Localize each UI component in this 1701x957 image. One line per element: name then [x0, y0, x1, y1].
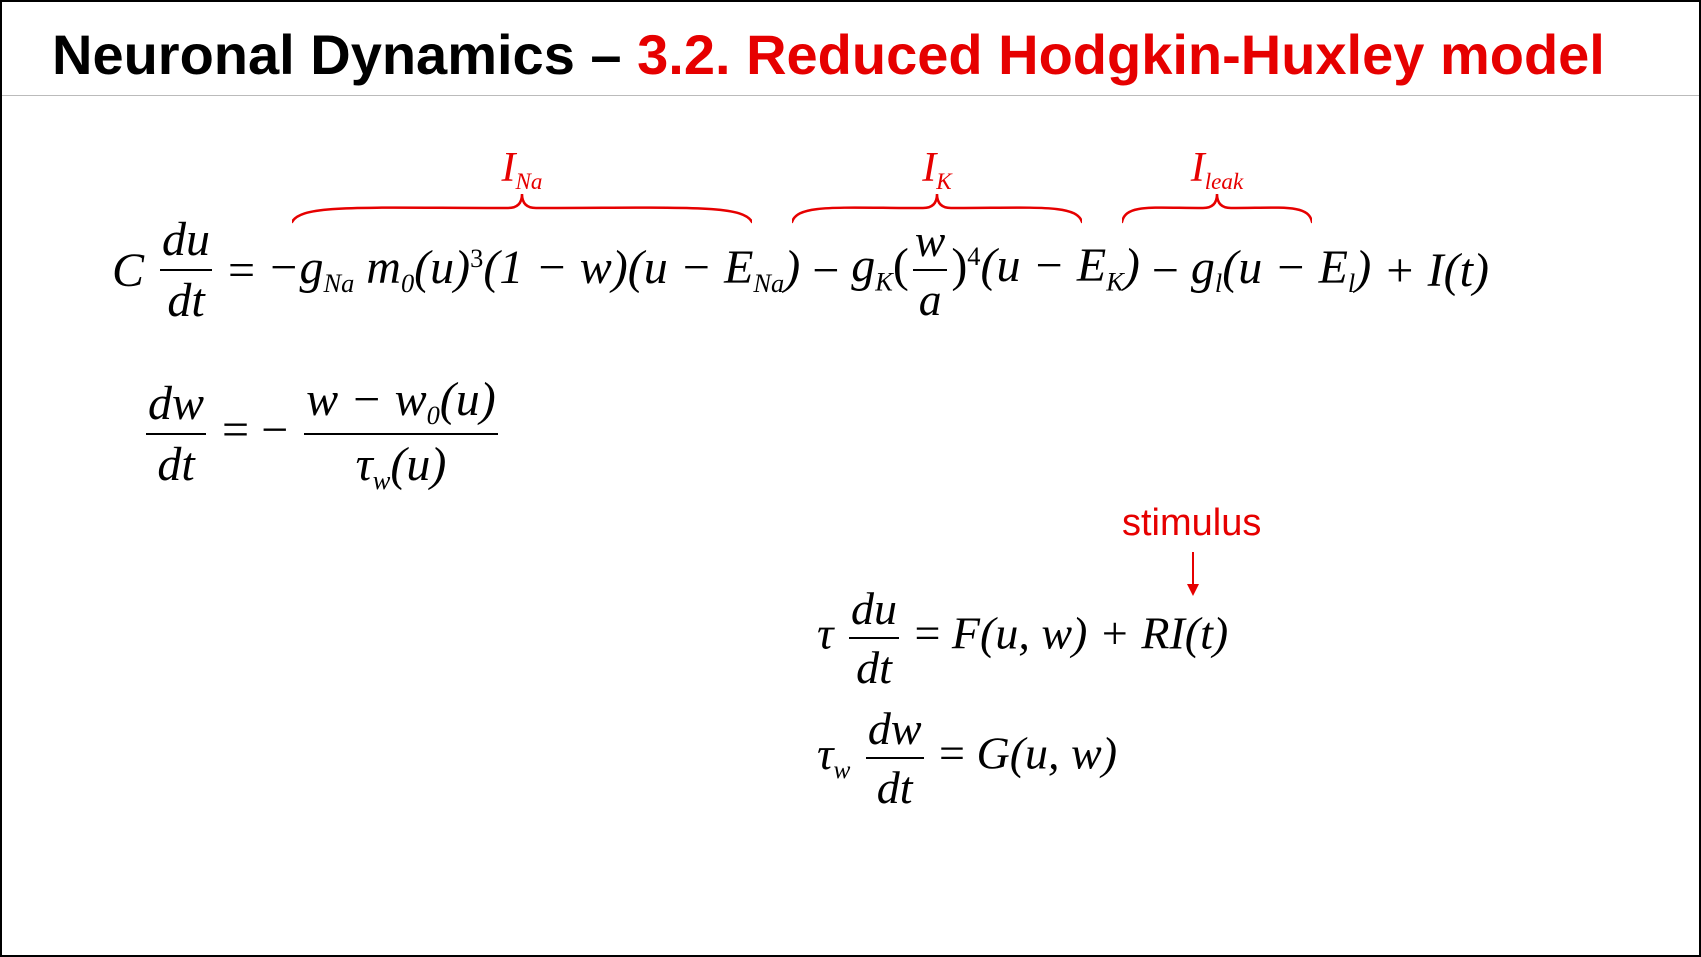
brace-k-label: IK [792, 144, 1082, 195]
eq1-term-k: gK(wa)4(u − EK) [851, 214, 1140, 326]
equation-3: τ du dt = F(u, w) + RI(t) [817, 582, 1228, 694]
title-bar: Neuronal Dynamics – 3.2. Reduced Hodgkin… [2, 22, 1699, 96]
eq1-equals: = [228, 243, 255, 298]
eq1-minus-1: − [812, 243, 839, 298]
eq1-plus-I: + I(t) [1383, 243, 1489, 298]
eq3-tau: τ [817, 608, 833, 659]
eq4-tau: τw [817, 728, 862, 779]
eq3-rhs: F(u, w) + RI(t) [952, 608, 1228, 659]
stimulus-label: stimulus [1122, 502, 1261, 545]
eq1-term-na: −gNa m0(u)3(1 − w)(u − ENa) [267, 240, 800, 299]
eq4-rhs: G(u, w) [976, 728, 1117, 779]
eq2-equals: = − [222, 403, 288, 456]
eq4-equals: = [939, 728, 976, 779]
eq1-C: C [112, 243, 144, 298]
eq2-rhs-frac: w − w0(u) τw(u) [304, 372, 498, 496]
slide: Neuronal Dynamics – 3.2. Reduced Hodgkin… [0, 0, 1701, 957]
brace-leak-label: Ileak [1122, 144, 1312, 195]
equation-4: τw dw dt = G(u, w) [817, 702, 1117, 814]
brace-na-label: INa [292, 144, 752, 195]
eq1-dudt: du dt [160, 212, 212, 328]
eq3-dudt: du dt [849, 582, 899, 694]
eq1-term-leak: gl(u − El) [1191, 240, 1371, 299]
title-red: 3.2. Reduced Hodgkin-Huxley model [637, 23, 1605, 86]
equation-1: C du dt = −gNa m0(u)3(1 − w)(u − ENa) − … [112, 212, 1489, 328]
equation-2: dw dt = − w − w0(u) τw(u) [142, 372, 502, 496]
title-black: Neuronal Dynamics – [52, 23, 637, 86]
eq1-minus-2: − [1152, 243, 1179, 298]
eq4-dwdt: dw dt [866, 702, 924, 814]
eq2-dwdt: dw dt [146, 376, 206, 492]
eq3-equals: = [914, 608, 951, 659]
